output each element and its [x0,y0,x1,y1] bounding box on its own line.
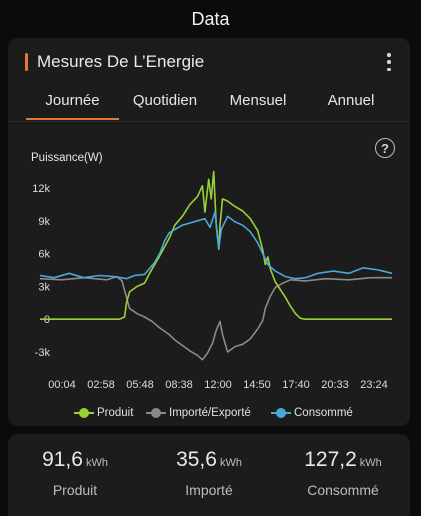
energy-summary: 91,6 kWh Produit 35,6 kWh Importé 127,2 kWh… [8,434,410,516]
legend-importe[interactable]: Importé/Exporté [146,404,251,422]
y-tick-label: -3k [35,347,51,359]
x-tick-label: 02:58 [87,379,115,391]
power-chart-svg: Puissance(W) 12k 9k 6k 3k 0 -3k 00:04 02:58 05:48… [31,152,393,391]
accent-bar [25,53,28,71]
stat-importe-unit: kWh [219,457,242,469]
legend-importe-label: Importé/Exporté [169,407,251,419]
legend-produit-label: Produit [97,407,134,419]
legend-consomme[interactable]: Consommé [271,404,353,422]
stat-produit-value: 91,6 [42,448,83,471]
stat-produit: 91,6 kWh Produit [8,434,142,516]
card-title: Mesures De L’Energie [37,52,205,71]
x-tick-label: 08:38 [165,379,193,391]
x-tick-label: 20:33 [321,379,349,391]
tab-quotidien[interactable]: Quotidien [132,92,198,109]
legend-importe-swatch [146,408,166,418]
x-tick-label: 23:24 [360,379,388,391]
tab-mensuel[interactable]: Mensuel [229,92,287,109]
x-tick-label: 14:50 [243,379,271,391]
legend-consomme-label: Consommé [294,407,353,419]
series-line-consomm [39,211,393,280]
chart-legend: Produit Importé/Exporté Consommé [8,404,410,424]
stat-importe: 35,6 kWh Importé [142,434,276,516]
legend-consomme-swatch [271,408,291,418]
tab-annuel[interactable]: Annuel [327,92,375,109]
stat-consomme-unit: kWh [359,457,382,469]
x-tick-label: 12:00 [204,379,232,391]
more-options-icon[interactable] [384,52,394,72]
stat-produit-label: Produit [52,482,98,498]
stat-importe-value: 35,6 [176,448,217,471]
y-tick-label: 9k [38,216,50,228]
power-chart: Puissance(W) 12k 9k 6k 3k 0 -3k 00:04 02:58 05:48… [8,38,410,426]
stat-consomme-label: Consommé [307,482,379,498]
active-tab-indicator [26,118,119,120]
y-tick-label: 6k [38,249,50,261]
x-tick-label: 17:40 [282,379,310,391]
help-icon[interactable]: ? [375,138,395,158]
period-tabs: Journée Quotidien Mensuel Annuel [8,86,410,120]
stat-consomme: 127,2 kWh Consommé [276,434,410,516]
y-tick-label: 0 [44,314,50,326]
stat-produit-unit: kWh [85,457,108,469]
app-title: Data [191,8,230,29]
legend-produit-swatch [74,408,94,418]
tab-journee[interactable]: Journée [45,92,100,109]
y-tick-label: 3k [38,281,50,293]
stat-consomme-value: 127,2 [304,448,357,471]
series-line-importexport [39,275,392,361]
card-header: Mesures De L’Energie [8,38,410,86]
legend-produit[interactable]: Produit [74,404,133,422]
tabs-divider [8,121,410,122]
y-axis-label: Puissance(W) [31,152,103,164]
x-tick-label: 00:04 [48,379,76,391]
series-line-produit [40,170,392,320]
x-tick-label: 05:48 [126,379,154,391]
stat-importe-label: Importé [185,482,233,498]
top-app-bar: Data [0,0,421,38]
energy-card: Mesures De L’Energie Journée Quotidien M… [8,38,410,426]
y-tick-label: 12k [32,183,50,195]
